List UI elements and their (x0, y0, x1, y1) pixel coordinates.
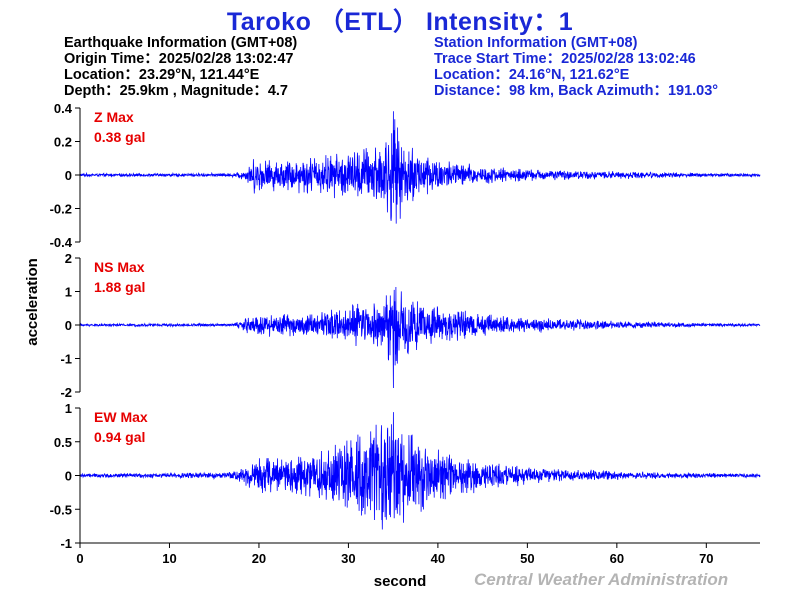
distance-azimuth: Distance：98 km, Back Azimuth：191.03° (434, 83, 719, 99)
ew-y-tick-label: -0.5 (50, 502, 72, 517)
z-y-tick-label: -0.4 (50, 235, 73, 250)
ew-waveform (79, 412, 761, 530)
ew-y-tick-label: 0.5 (54, 435, 72, 450)
ns-waveform (79, 286, 761, 389)
ns-y-tick-label: 0 (65, 318, 72, 333)
station-location: Location：24.16°N, 121.62°E (434, 67, 630, 83)
z-y-tick-label: -0.2 (50, 202, 72, 217)
ns-y-tick-label: 2 (65, 251, 72, 266)
x-tick-label: 0 (76, 551, 83, 566)
ns-y-tick-label: -2 (60, 385, 72, 400)
ns-max-label: NS Max (94, 259, 145, 275)
x-tick-label: 40 (431, 551, 445, 566)
depth-magnitude: Depth：25.9km , Magnitude：4.7 (64, 83, 288, 99)
chart-title: Taroko （ETL） Intensity：1 (226, 8, 574, 36)
epicenter-location: Location：23.29°N, 121.44°E (64, 67, 260, 83)
ns-y-tick-label: -1 (60, 352, 72, 367)
x-tick-label: 30 (341, 551, 355, 566)
ew-y-tick-label: -1 (60, 536, 72, 551)
ew-max-value: 0.94 gal (94, 429, 145, 445)
z-y-tick-label: 0 (65, 168, 72, 183)
x-axis-label: second (374, 573, 427, 590)
ew-y-tick-label: 1 (65, 401, 72, 416)
ew-max-label: EW Max (94, 409, 148, 425)
trace-start-time: Trace Start Time：2025/02/28 13:02:46 (434, 51, 696, 67)
y-axis-label: acceleration (24, 258, 41, 346)
x-tick-label: 60 (610, 551, 624, 566)
station-info: Station Information (GMT+08) Trace Start… (434, 35, 718, 99)
z-max-value: 0.38 gal (94, 129, 145, 145)
ew-y-tick-label: 0 (65, 469, 72, 484)
earthquake-info: Earthquake Information (GMT+08) Origin T… (64, 35, 297, 99)
x-tick-label: 10 (162, 551, 176, 566)
x-tick-label: 70 (699, 551, 713, 566)
ns-max-value: 1.88 gal (94, 279, 145, 295)
footer-credit: Central Weather Administration (474, 570, 729, 589)
origin-time: Origin Time：2025/02/28 13:02:47 (64, 51, 294, 67)
z-waveform (79, 111, 761, 224)
ns-y-tick-label: 1 (65, 285, 72, 300)
x-tick-label: 50 (520, 551, 534, 566)
station-info-heading: Station Information (GMT+08) (434, 35, 638, 51)
earthquake-info-heading: Earthquake Information (GMT+08) (64, 35, 298, 51)
z-y-tick-label: 0.2 (54, 135, 72, 150)
x-tick-label: 20 (252, 551, 266, 566)
z-y-tick-label: 0.4 (54, 101, 73, 116)
z-max-label: Z Max (94, 109, 134, 125)
